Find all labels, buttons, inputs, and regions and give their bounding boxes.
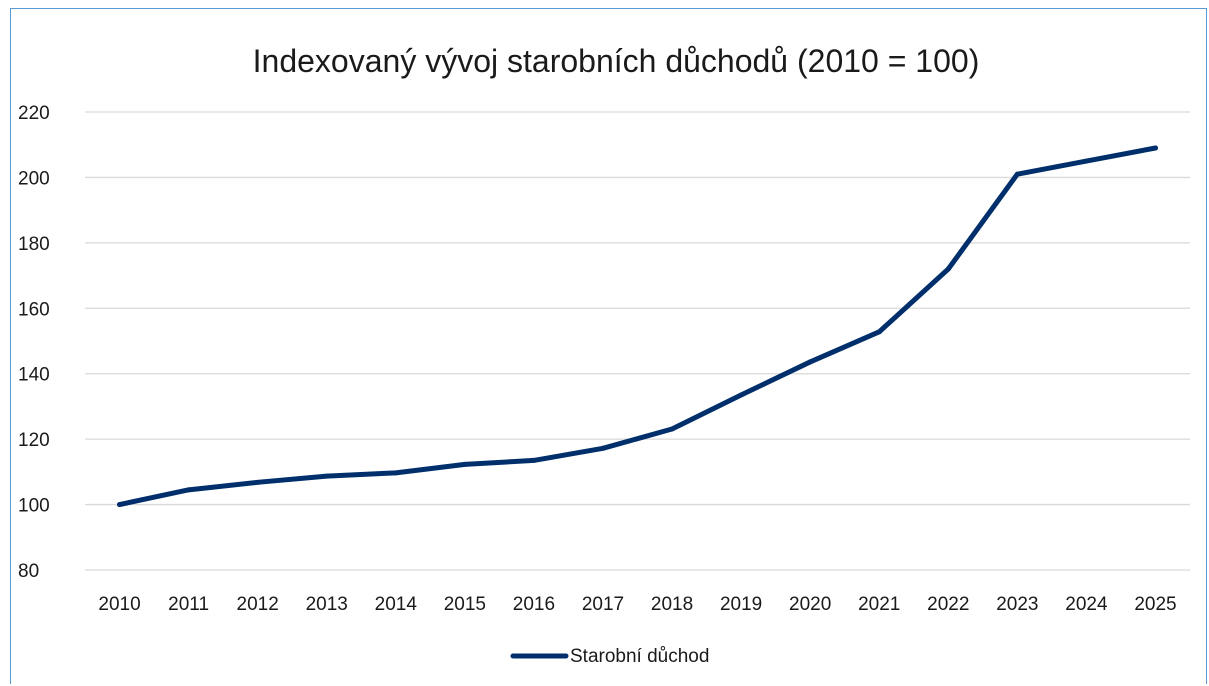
x-tick-label: 2018	[651, 594, 693, 615]
y-tick-label: 160	[18, 299, 50, 320]
data-point-2010	[117, 502, 123, 508]
data-point-2022	[945, 266, 951, 272]
data-point-2023	[1014, 171, 1020, 177]
chart-frame	[10, 8, 1207, 684]
data-point-2012	[255, 479, 261, 485]
data-point-2021	[876, 329, 882, 335]
x-tick-label: 2021	[858, 594, 900, 615]
y-tick-label: 220	[18, 103, 50, 124]
legend-label-starobni-duchod: Starobní důchod	[570, 646, 709, 667]
y-tick-label: 200	[18, 168, 50, 189]
legend: Starobní důchod	[510, 646, 709, 667]
x-tick-label: 2014	[375, 594, 418, 615]
x-tick-label: 2023	[996, 594, 1038, 615]
y-tick-label: 120	[18, 430, 50, 451]
data-point-2015	[462, 461, 468, 467]
x-axis-tick-labels: 2010 2011 2012 2013 2014 2015 2016 2017 2018 2019…	[98, 594, 1176, 615]
data-point-2017	[600, 445, 606, 451]
series-line-starobni-duchod	[117, 145, 1158, 508]
series-layer	[117, 145, 1158, 508]
x-tick-label: 2020	[789, 594, 831, 615]
data-point-2011	[186, 487, 192, 493]
data-point-2024	[1083, 158, 1089, 164]
data-point-2019	[738, 392, 744, 398]
x-tick-label: 2013	[306, 594, 348, 615]
x-tick-label: 2010	[98, 594, 140, 615]
x-tick-label: 2024	[1065, 594, 1108, 615]
data-point-2016	[531, 457, 537, 463]
y-tick-label: 140	[18, 365, 50, 386]
data-point-2025	[1152, 145, 1158, 151]
x-tick-label: 2019	[720, 594, 762, 615]
x-tick-label: 2015	[444, 594, 486, 615]
x-tick-label: 2022	[927, 594, 969, 615]
data-point-2014	[393, 470, 399, 476]
data-point-2013	[324, 473, 330, 479]
data-point-2018	[669, 426, 675, 432]
chart-title: Indexovaný vývoj starobních důchodů (201…	[253, 43, 980, 79]
gridlines	[85, 111, 1190, 571]
y-axis-tick-labels: 80 100 120 140 160 180 200 220	[18, 103, 50, 582]
y-tick-label: 180	[18, 234, 50, 255]
data-point-2020	[807, 359, 813, 365]
x-tick-label: 2016	[513, 594, 555, 615]
y-tick-label: 100	[18, 496, 50, 517]
y-tick-label: 80	[18, 561, 39, 582]
x-tick-label: 2011	[168, 594, 209, 615]
x-tick-label: 2012	[237, 594, 279, 615]
x-tick-label: 2025	[1134, 594, 1176, 615]
x-tick-label: 2017	[582, 594, 624, 615]
